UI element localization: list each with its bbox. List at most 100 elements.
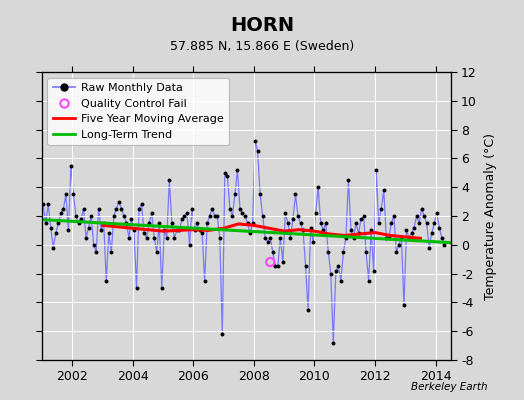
Point <box>122 220 130 226</box>
Point <box>309 239 318 245</box>
Point <box>350 234 358 241</box>
Point <box>352 220 360 226</box>
Point <box>390 213 398 219</box>
Point <box>440 242 449 248</box>
Point <box>175 227 183 234</box>
Point <box>326 270 335 277</box>
Point <box>354 230 363 236</box>
Point <box>188 206 196 212</box>
Point <box>41 220 50 226</box>
Point <box>405 234 413 241</box>
Point <box>147 210 156 216</box>
Point <box>228 213 237 219</box>
Point <box>112 206 121 212</box>
Point <box>266 259 275 265</box>
Point <box>47 224 55 231</box>
Point <box>301 263 310 270</box>
Point <box>54 220 62 226</box>
Point <box>365 278 373 284</box>
Point <box>190 227 199 234</box>
Point <box>433 210 441 216</box>
Point <box>387 220 396 226</box>
Point <box>195 227 204 234</box>
Point <box>64 227 73 234</box>
Point <box>57 210 65 216</box>
Point <box>208 206 216 212</box>
Point <box>143 234 151 241</box>
Point <box>165 177 173 183</box>
Point <box>180 213 189 219</box>
Point <box>238 210 247 216</box>
Point <box>77 216 85 222</box>
Point <box>258 213 267 219</box>
Point <box>84 224 93 231</box>
Point <box>357 216 365 222</box>
Point <box>286 234 294 241</box>
Point <box>198 230 206 236</box>
Point <box>418 206 426 212</box>
Point <box>158 285 166 291</box>
Point <box>395 242 403 248</box>
Point <box>110 213 118 219</box>
Point <box>100 220 108 226</box>
Point <box>281 210 290 216</box>
Point <box>251 138 259 144</box>
Point <box>231 191 239 198</box>
Point <box>402 227 411 234</box>
Point <box>334 263 343 270</box>
Point <box>72 213 80 219</box>
Point <box>420 213 428 219</box>
Point <box>62 191 70 198</box>
Point <box>407 230 416 236</box>
Point <box>236 206 244 212</box>
Point <box>183 210 191 216</box>
Point <box>291 191 300 198</box>
Point <box>430 220 439 226</box>
Point <box>332 268 340 274</box>
Point <box>382 234 390 241</box>
Point <box>329 340 337 346</box>
Text: Berkeley Earth: Berkeley Earth <box>411 382 487 392</box>
Point <box>274 263 282 270</box>
Point <box>117 206 126 212</box>
Point <box>283 220 292 226</box>
Point <box>92 249 101 255</box>
Point <box>362 249 370 255</box>
Point <box>201 278 209 284</box>
Point <box>276 234 285 241</box>
Point <box>145 220 154 226</box>
Point <box>359 213 368 219</box>
Point <box>168 220 176 226</box>
Point <box>248 220 257 226</box>
Point <box>307 224 315 231</box>
Point <box>97 227 105 234</box>
Point <box>372 167 380 173</box>
Point <box>342 234 350 241</box>
Point <box>178 216 186 222</box>
Point <box>140 230 148 236</box>
Point <box>347 227 355 234</box>
Point <box>324 249 332 255</box>
Point <box>294 213 302 219</box>
Point <box>213 213 222 219</box>
Point <box>400 302 408 308</box>
Point <box>170 234 179 241</box>
Point <box>51 230 60 236</box>
Point <box>367 227 375 234</box>
Point <box>271 263 279 270</box>
Point <box>44 201 52 208</box>
Point <box>311 210 320 216</box>
Point <box>254 148 262 154</box>
Point <box>218 331 226 337</box>
Point <box>438 234 446 241</box>
Point <box>115 198 123 205</box>
Text: 57.885 N, 15.866 E (Sweden): 57.885 N, 15.866 E (Sweden) <box>170 40 354 53</box>
Point <box>233 167 242 173</box>
Point <box>173 227 181 234</box>
Point <box>107 249 115 255</box>
Legend: Raw Monthly Data, Quality Control Fail, Five Year Moving Average, Long-Term Tren: Raw Monthly Data, Quality Control Fail, … <box>48 78 229 145</box>
Point <box>243 220 252 226</box>
Point <box>87 213 95 219</box>
Point <box>223 172 232 179</box>
Point <box>289 216 297 222</box>
